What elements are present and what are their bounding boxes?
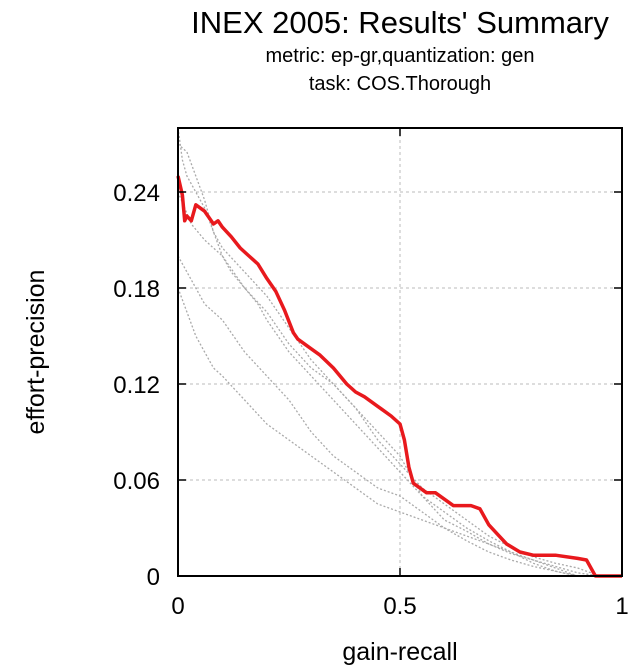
series-line-1 xyxy=(177,127,578,577)
chart-subtitle-metric: metric: ep-gr,quantization: gen xyxy=(265,45,535,67)
axis-ticks: 0 0.5 1 0 0.06 0.12 0.18 0.24 xyxy=(113,128,629,620)
series-group xyxy=(176,127,622,578)
y-tick-label: 0.24 xyxy=(113,180,160,207)
y-tick-label: 0.18 xyxy=(113,276,160,303)
grid xyxy=(178,128,622,576)
x-tick-label: 0.5 xyxy=(383,593,416,620)
series-line-4 xyxy=(177,287,578,577)
y-tick-label: 0.12 xyxy=(113,372,160,399)
series-line-6 xyxy=(176,175,622,578)
series-line-2 xyxy=(177,143,600,577)
x-tick-label: 0 xyxy=(171,593,184,620)
chart-subtitle-task: task: COS.Thorough xyxy=(308,73,492,95)
series-line-3 xyxy=(177,255,578,577)
y-axis-label: effort-precision xyxy=(22,270,50,435)
y-tick-label: 0 xyxy=(147,564,160,591)
chart-title: INEX 2005: Results' Summary xyxy=(191,5,609,40)
x-tick-label: 1 xyxy=(615,593,628,620)
y-tick-label: 0.06 xyxy=(113,468,160,495)
series-line-5 xyxy=(177,191,601,577)
x-axis-label: gain-recall xyxy=(342,638,457,666)
